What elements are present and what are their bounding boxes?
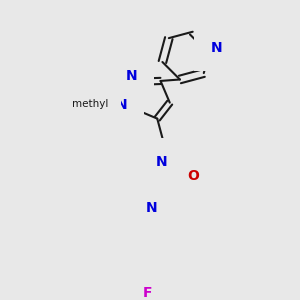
Text: N: N (125, 69, 137, 82)
Text: methyl: methyl (104, 102, 109, 103)
Text: H: H (134, 200, 143, 213)
Text: N: N (116, 98, 128, 112)
Text: O: O (187, 169, 199, 183)
Text: N: N (145, 201, 157, 215)
Text: N: N (156, 155, 168, 169)
Text: H: H (146, 154, 155, 167)
Text: N: N (211, 41, 222, 55)
Text: methyl: methyl (72, 99, 108, 109)
Text: F: F (142, 286, 152, 300)
